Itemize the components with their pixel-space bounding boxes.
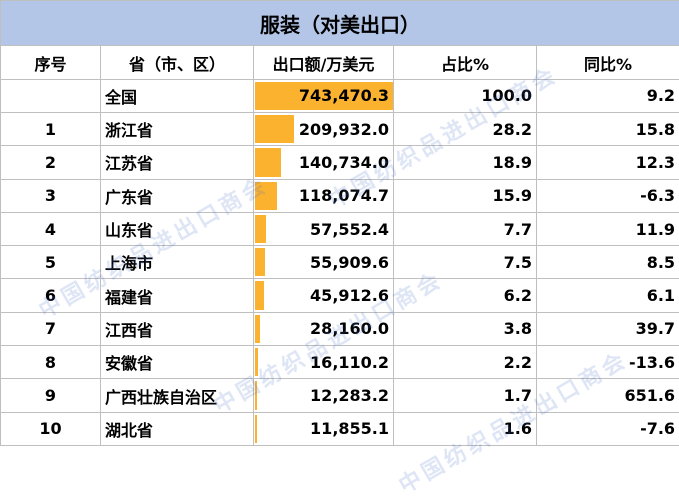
export-value-cell: 118,074.7: [254, 179, 394, 212]
data-bar: [255, 348, 258, 376]
yoy-cell: 12.3: [537, 146, 679, 179]
rank-cell: 9: [1, 379, 101, 412]
rank-cell: 7: [1, 312, 101, 345]
export-value: 209,932.0: [299, 120, 393, 139]
share-cell: 28.2: [394, 113, 537, 146]
data-bar: [255, 281, 264, 309]
rank-cell: 5: [1, 246, 101, 279]
data-bar: [255, 381, 257, 409]
province-cell: 安徽省: [101, 346, 254, 379]
yoy-cell: 651.6: [537, 379, 679, 412]
export-value-cell: 743,470.3: [254, 79, 394, 112]
share-cell: 2.2: [394, 346, 537, 379]
export-value: 11,855.1: [310, 419, 393, 438]
yoy-cell: 39.7: [537, 312, 679, 345]
data-bar: [255, 148, 281, 176]
share-cell: 15.9: [394, 179, 537, 212]
rank-cell: 1: [1, 113, 101, 146]
data-bar: [255, 315, 260, 343]
export-value-cell: 57,552.4: [254, 212, 394, 245]
data-bar: [255, 115, 294, 143]
export-value: 16,110.2: [310, 353, 393, 372]
data-bar: [255, 415, 257, 443]
export-value: 12,283.2: [310, 386, 393, 405]
rank-cell: 6: [1, 279, 101, 312]
table-title: 服装（对美出口）: [1, 1, 679, 46]
share-cell: 7.5: [394, 246, 537, 279]
export-value-cell: 55,909.6: [254, 246, 394, 279]
export-value-cell: 209,932.0: [254, 113, 394, 146]
yoy-cell: -7.6: [537, 412, 679, 445]
yoy-cell: 6.1: [537, 279, 679, 312]
rank-cell: 3: [1, 179, 101, 212]
export-value: 57,552.4: [310, 220, 393, 239]
share-cell: 18.9: [394, 146, 537, 179]
rank-cell: 8: [1, 346, 101, 379]
province-cell: 山东省: [101, 212, 254, 245]
header-share: 占比%: [394, 46, 537, 79]
header-province: 省（市、区）: [101, 46, 254, 79]
export-value: 118,074.7: [299, 186, 393, 205]
export-value-cell: 28,160.0: [254, 312, 394, 345]
header-row: 序号 省（市、区） 出口额/万美元 占比% 同比%: [1, 46, 679, 79]
province-cell: 广东省: [101, 179, 254, 212]
export-value: 743,470.3: [299, 86, 393, 105]
province-cell: 全国: [101, 79, 254, 112]
province-cell: 江西省: [101, 312, 254, 345]
export-value-cell: 16,110.2: [254, 346, 394, 379]
export-value-cell: 11,855.1: [254, 412, 394, 445]
yoy-cell: -13.6: [537, 346, 679, 379]
yoy-cell: 9.2: [537, 79, 679, 112]
province-cell: 广西壮族自治区: [101, 379, 254, 412]
export-value-cell: 140,734.0: [254, 146, 394, 179]
data-bar: [255, 248, 265, 276]
share-cell: 3.8: [394, 312, 537, 345]
province-cell: 浙江省: [101, 113, 254, 146]
province-cell: 湖北省: [101, 412, 254, 445]
rank-cell: [1, 79, 101, 112]
export-value-cell: 12,283.2: [254, 379, 394, 412]
yoy-cell: 11.9: [537, 212, 679, 245]
share-cell: 7.7: [394, 212, 537, 245]
province-cell: 江苏省: [101, 146, 254, 179]
province-cell: 上海市: [101, 246, 254, 279]
rank-cell: 4: [1, 212, 101, 245]
share-cell: 1.6: [394, 412, 537, 445]
export-value-cell: 45,912.6: [254, 279, 394, 312]
title-row: 服装（对美出口）: [1, 1, 679, 46]
share-cell: 100.0: [394, 79, 537, 112]
export-value: 45,912.6: [310, 286, 393, 305]
rank-cell: 2: [1, 146, 101, 179]
yoy-cell: 15.8: [537, 113, 679, 146]
yoy-cell: -6.3: [537, 179, 679, 212]
header-rank: 序号: [1, 46, 101, 79]
yoy-cell: 8.5: [537, 246, 679, 279]
export-value: 55,909.6: [310, 253, 393, 272]
export-value: 28,160.0: [310, 319, 393, 338]
header-yoy: 同比%: [537, 46, 679, 79]
data-bar: [255, 215, 266, 243]
province-cell: 福建省: [101, 279, 254, 312]
header-export-value: 出口额/万美元: [254, 46, 394, 79]
share-cell: 1.7: [394, 379, 537, 412]
share-cell: 6.2: [394, 279, 537, 312]
export-value: 140,734.0: [299, 153, 393, 172]
data-bar: [255, 182, 277, 210]
rank-cell: 10: [1, 412, 101, 445]
